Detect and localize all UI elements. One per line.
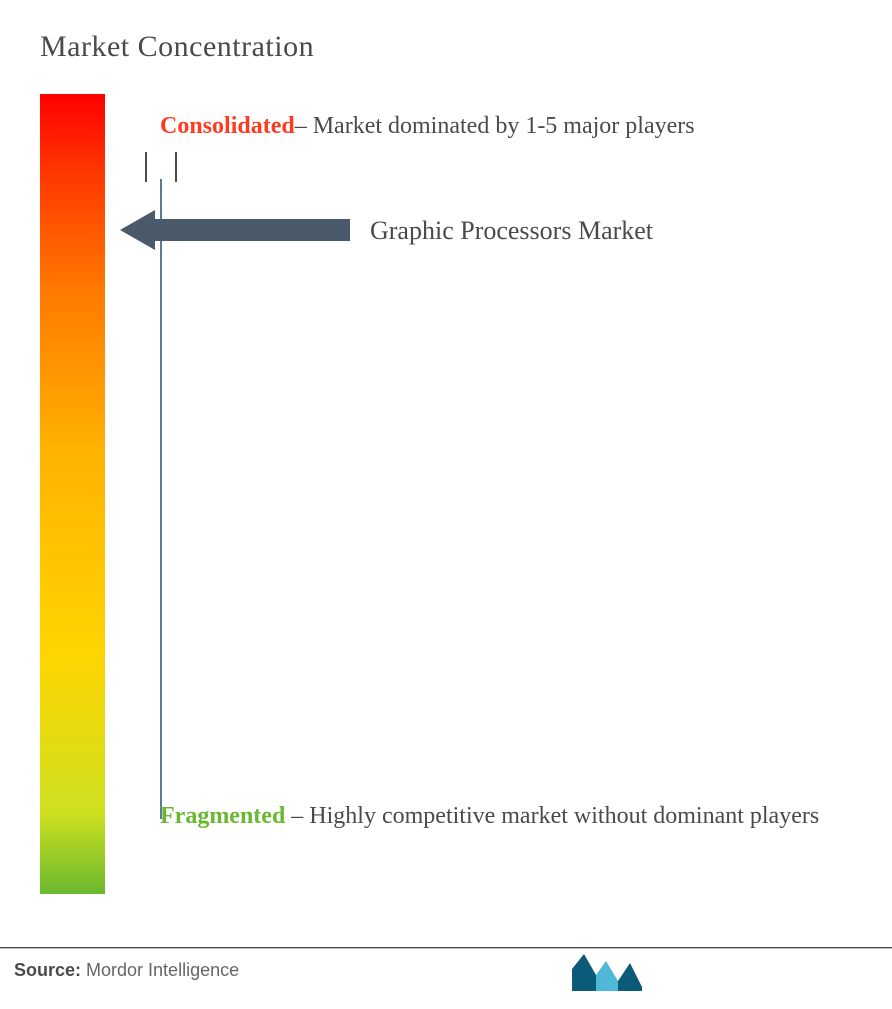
fragmented-label: Fragmented – Highly competitive market w…: [160, 794, 820, 840]
source-label: Source:: [14, 960, 81, 980]
infographic-container: Market Concentration Consolidated– Marke…: [0, 0, 892, 1009]
fragmented-highlight: Fragmented: [160, 803, 285, 829]
brand-logo-icon: [572, 949, 642, 991]
tick-mark-1: [145, 152, 147, 182]
footer-divider: [0, 947, 892, 949]
source-attribution: Source: Mordor Intelligence: [14, 960, 239, 981]
arrow-head-icon: [120, 210, 155, 250]
fragmented-description: – Highly competitive market without domi…: [285, 803, 819, 829]
market-name-label: Graphic Processors Market: [370, 216, 653, 246]
market-position-arrow: [120, 210, 350, 250]
vertical-connector-line: [160, 179, 162, 819]
arrow-shaft: [155, 219, 350, 241]
consolidated-description: – Market dominated by 1-5 major players: [295, 113, 695, 139]
tick-mark-2: [175, 152, 177, 182]
content-area: Consolidated– Market dominated by 1-5 ma…: [40, 94, 852, 914]
consolidated-highlight: Consolidated: [160, 113, 295, 139]
consolidated-label: Consolidated– Market dominated by 1-5 ma…: [160, 104, 820, 150]
source-value: Mordor Intelligence: [81, 960, 239, 980]
page-title: Market Concentration: [40, 30, 852, 64]
concentration-gradient-bar: [40, 94, 105, 894]
